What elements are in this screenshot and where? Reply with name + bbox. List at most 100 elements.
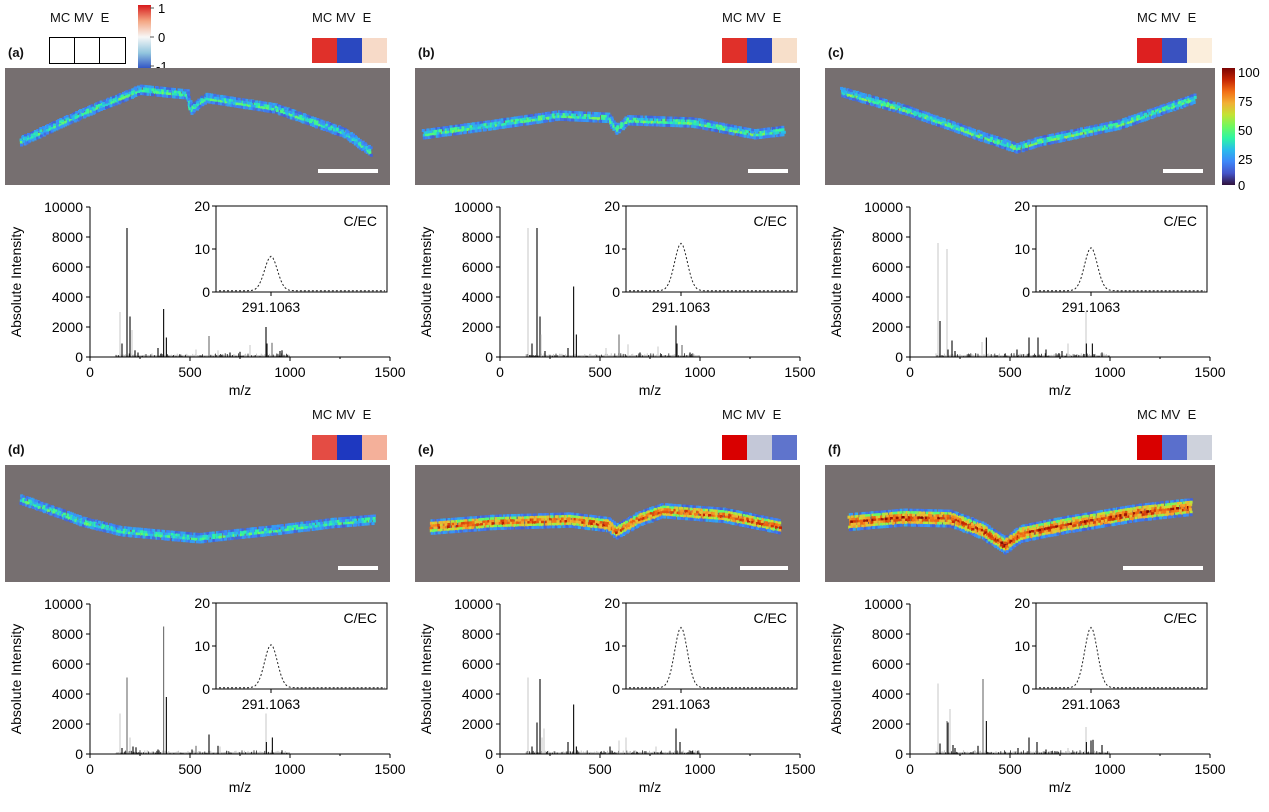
tissue-pixel [1063, 130, 1067, 134]
tissue-pixel [1006, 547, 1010, 551]
tissue-pixel [518, 518, 522, 522]
tissue-pixel [242, 535, 246, 539]
tissue-pixel [920, 511, 924, 515]
tissue-pixel [913, 508, 917, 512]
tissue-pixel [351, 141, 355, 144]
tissue-pixel [59, 508, 63, 512]
tissue-pixel [705, 127, 709, 131]
swatch-header-e: E [1187, 407, 1197, 422]
tissue-pixel [849, 523, 853, 527]
tissue-pixel [85, 519, 88, 523]
tissue-pixel [781, 133, 785, 137]
tissue-pixel [779, 126, 783, 129]
tissue-pixel [25, 503, 28, 507]
tissue-pixel [35, 507, 39, 511]
tissue-pixel [483, 123, 487, 127]
tissue-pixel [949, 120, 953, 124]
tissue-pixel [552, 116, 556, 119]
tissue-pixel [960, 513, 964, 517]
tissue-pixel [643, 118, 647, 122]
tissue-pixel [205, 92, 209, 96]
tissue-pixel [20, 494, 24, 498]
tissue-pixel [364, 517, 368, 521]
tissue-pixel [574, 116, 578, 120]
tissue-pixel [520, 115, 524, 119]
tissue-pixel [182, 539, 186, 543]
tissue-pixel [730, 124, 734, 128]
tissue-pixel [697, 515, 701, 519]
tissue-pixel [759, 136, 762, 139]
tissue-pixel [277, 532, 281, 536]
tissue-pixel [629, 117, 632, 121]
tissue-pixel [573, 515, 577, 519]
tissue-pixel [489, 122, 493, 126]
tissue-pixel [274, 103, 278, 107]
tissue-pixel [868, 519, 871, 522]
tissue-pixel [986, 135, 990, 139]
tissue-pixel [275, 110, 279, 114]
tissue-pixel [859, 99, 863, 103]
tissue-pixel [694, 117, 698, 121]
tissue-pixel [151, 85, 154, 89]
tissue-pixel [1190, 96, 1194, 100]
tissue-pixel [207, 532, 210, 535]
tissue-pixel [863, 521, 866, 525]
tissue-pixel [864, 98, 868, 102]
tissue-pixel [140, 532, 144, 536]
tissue-pixel [79, 520, 83, 524]
tissue-pixel [474, 129, 478, 133]
tissue-pixel [174, 90, 177, 94]
tissue-pixel [952, 126, 956, 130]
tissue-pixel [1061, 136, 1065, 140]
tissue-pixel [592, 119, 596, 123]
tissue-pixel [218, 99, 221, 103]
tissue-pixel [776, 528, 780, 532]
tissue-pixel [347, 138, 351, 142]
tissue-pixel [95, 102, 99, 106]
tissue-pixel [53, 126, 57, 129]
tissue-pixel [455, 124, 458, 128]
tissue-pixel [43, 132, 47, 136]
tissue-pixel [731, 132, 735, 136]
tissue-pixel [542, 117, 546, 121]
tissue-pixel [925, 511, 929, 515]
tissue-pixel [300, 529, 304, 533]
tissue-pixel [765, 135, 769, 139]
tissue-pixel [131, 93, 135, 97]
tissue-pixel [959, 124, 963, 128]
tissue-pixel [292, 112, 296, 116]
tissue-pixel [57, 126, 61, 130]
tissue-pixel [315, 522, 319, 526]
y-tick-label: 10000 [454, 199, 493, 215]
tissue-pixel [159, 94, 163, 97]
tissue-pixel [867, 514, 871, 517]
tissue-pixel [188, 102, 191, 106]
tissue-pixel [980, 136, 983, 140]
tissue-pixel [713, 506, 717, 510]
tissue-pixel [143, 87, 146, 91]
swatch-e [1187, 38, 1212, 63]
tissue-pixel [208, 100, 212, 104]
tissue-pixel [669, 116, 673, 120]
tissue-pixel [676, 504, 680, 508]
tissue-pixel [52, 511, 56, 514]
tissue-pixel [917, 516, 921, 520]
tissue-pixel [95, 527, 99, 531]
tissue-pixel [690, 505, 694, 509]
tissue-pixel [152, 529, 156, 532]
tissue-pixel [99, 523, 103, 527]
tissue-pixel [898, 110, 902, 114]
tissue-pixel [230, 99, 234, 103]
tissue-pixel [708, 511, 712, 515]
tissue-pixel [278, 107, 282, 111]
tissue-pixel [894, 107, 898, 111]
tissue-pixel [156, 93, 160, 97]
tissue-pixel [170, 535, 174, 539]
tissue-pixel [59, 118, 63, 121]
y-tick-label: 10000 [864, 199, 903, 215]
tissue-pixel [889, 102, 893, 106]
tissue-pixel [865, 526, 869, 530]
tissue-pixel [134, 88, 138, 92]
tissue-pixel [686, 514, 690, 518]
tissue-pixel [658, 513, 662, 517]
